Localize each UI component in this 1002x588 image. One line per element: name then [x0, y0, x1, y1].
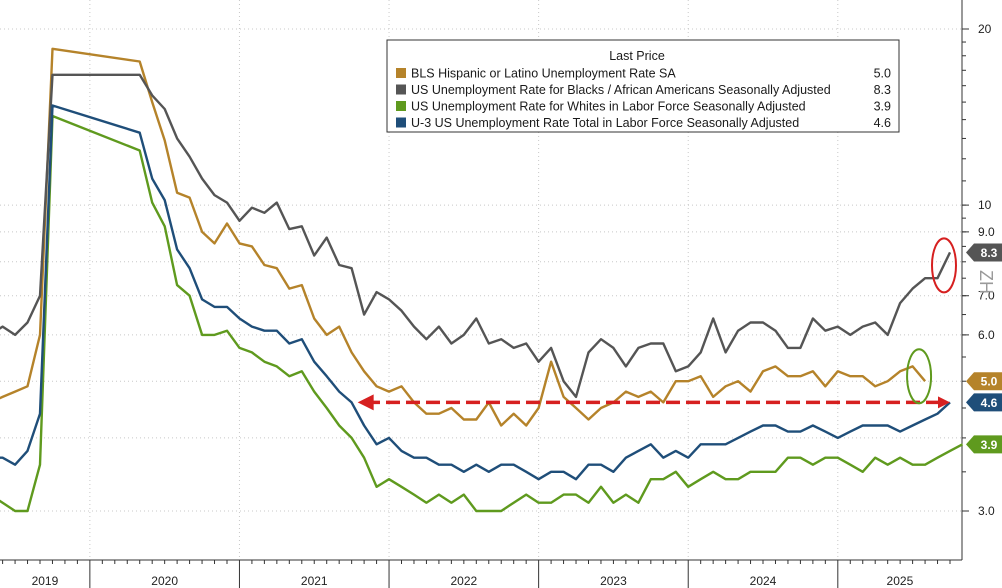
x-tick-label: 2025: [887, 574, 914, 588]
y-tick-label: 6.0: [978, 328, 995, 342]
grid: [0, 0, 962, 560]
y-tick-label: 3.0: [978, 504, 995, 518]
legend-swatch: [396, 68, 406, 78]
watermark-text: ZH: [976, 270, 996, 294]
x-tick-label: 2020: [151, 574, 178, 588]
last-price-badge-label: 5.0: [981, 375, 998, 389]
last-price-badge-label: 4.6: [981, 396, 998, 410]
last-price-badge-label: 3.9: [981, 438, 998, 452]
series-line-2: [0, 114, 964, 513]
x-tick-label: 2019: [32, 574, 59, 588]
legend-swatch: [396, 117, 406, 128]
highlight-ellipse-2: [906, 348, 933, 405]
arrow-head-right: [938, 396, 950, 409]
y-tick-label: 7.0: [978, 289, 995, 303]
last-price-badge-label: 8.3: [981, 246, 998, 260]
series-line-0: [0, 47, 927, 427]
series-line-1: [0, 73, 952, 399]
arrow-head-left: [357, 394, 374, 411]
annotations: [357, 237, 957, 411]
legend-entry-label: US Unemployment Rate for Blacks / Africa…: [411, 83, 831, 97]
x-tick-label: 2022: [450, 574, 477, 588]
y-tick-label: 10: [978, 198, 992, 212]
legend-entry-label: BLS Hispanic or Latino Unemployment Rate…: [411, 67, 676, 81]
legend-entry-value: 4.6: [874, 116, 891, 130]
x-tick-label: 2021: [301, 574, 328, 588]
series-lines: [0, 47, 964, 513]
series-line-3: [0, 104, 951, 481]
y-axis: 3.0 6.0 7.0 9.0 10 20: [961, 0, 995, 560]
last-price-badge: [966, 243, 1002, 262]
legend-swatch: [396, 101, 406, 111]
y-tick-label: 20: [978, 22, 992, 36]
legend-entry-value: 8.3: [874, 83, 891, 97]
y-tick-label: 9.0: [978, 225, 995, 239]
x-tick-label: 2024: [750, 574, 777, 588]
legend-swatch: [396, 84, 406, 95]
legend-entry-label: U-3 US Unemployment Rate Total in Labor …: [411, 116, 799, 130]
legend-box: [386, 39, 900, 133]
last-price-badge: [966, 435, 1002, 454]
x-axis: 2019 2020 2021 2022 2023 2024 2025: [0, 559, 962, 588]
last-price-badge: [966, 393, 1002, 412]
legend: Last Price BLS Hispanic or Latino Unemplo…: [386, 39, 900, 133]
highlight-ellipse-1: [931, 237, 957, 294]
legend-entry-value: 5.0: [874, 67, 891, 81]
legend-entry-label: US Unemployment Rate for Whites in Labor…: [411, 100, 806, 114]
legend-entry-value: 3.9: [874, 100, 891, 114]
last-price-badge: [966, 372, 1002, 391]
legend-title: Last Price: [609, 49, 665, 63]
x-tick-label: 2023: [600, 574, 627, 588]
last-price-badges: 5.0 8.3 3.9 4.6: [966, 243, 1002, 454]
